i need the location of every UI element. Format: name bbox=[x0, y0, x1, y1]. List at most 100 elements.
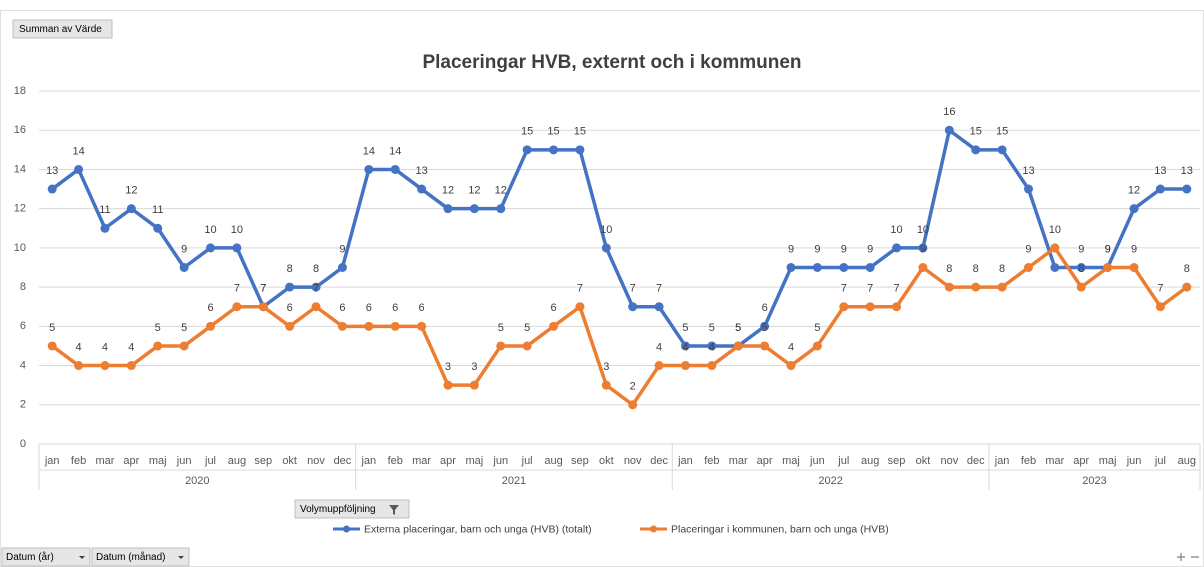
marker bbox=[285, 321, 295, 331]
legend-field-button[interactable]: Volymuppföljning bbox=[294, 499, 410, 519]
data-label: 6 bbox=[339, 302, 345, 314]
data-label: 13 bbox=[415, 165, 427, 177]
marker bbox=[100, 223, 110, 233]
marker bbox=[74, 361, 84, 371]
data-label: 10 bbox=[231, 224, 243, 236]
axis-field-button[interactable]: Datum (månad) bbox=[91, 547, 190, 567]
marker bbox=[364, 164, 374, 174]
axis-field-button[interactable]: Datum (år) bbox=[1, 547, 91, 567]
marker bbox=[417, 184, 427, 194]
data-label: 5 bbox=[735, 322, 741, 334]
marker bbox=[74, 164, 84, 174]
value-field-button[interactable]: Summan av Värde bbox=[12, 19, 113, 39]
data-label: 5 bbox=[735, 322, 741, 334]
x-tick-label: dec bbox=[967, 455, 985, 467]
x-tick-label: jun bbox=[492, 455, 508, 467]
data-label: 7 bbox=[260, 283, 266, 295]
data-label: 4 bbox=[76, 341, 82, 353]
data-label: 5 bbox=[709, 322, 715, 334]
x-tick-label: mar bbox=[1045, 455, 1064, 467]
x-tick-label: jan bbox=[677, 455, 693, 467]
x-tick-label: jun bbox=[1126, 455, 1142, 467]
marker bbox=[944, 125, 954, 135]
data-label: 9 bbox=[920, 243, 926, 255]
x-tick-label: jul bbox=[521, 455, 533, 467]
marker bbox=[1023, 184, 1033, 194]
button-label: Summan av Värde bbox=[19, 24, 102, 35]
x-tick-label: feb bbox=[1021, 455, 1036, 467]
data-label: 3 bbox=[603, 361, 609, 373]
x-tick-label: aug bbox=[1178, 455, 1196, 467]
marker bbox=[311, 302, 321, 312]
marker bbox=[522, 145, 532, 155]
data-label: 7 bbox=[893, 283, 899, 295]
marker bbox=[918, 263, 928, 272]
expand-collapse[interactable] bbox=[1177, 553, 1199, 561]
plus-minus-icon bbox=[1177, 553, 1199, 561]
marker bbox=[839, 263, 849, 272]
x-tick-label: aug bbox=[544, 455, 562, 467]
marker bbox=[364, 321, 374, 331]
marker bbox=[865, 263, 875, 272]
y-tick-label: 4 bbox=[20, 359, 26, 371]
data-label: 9 bbox=[339, 243, 345, 255]
data-label: 6 bbox=[366, 302, 372, 314]
data-label: 2 bbox=[630, 381, 636, 393]
marker bbox=[100, 361, 110, 371]
marker bbox=[47, 184, 57, 194]
data-label: 12 bbox=[495, 185, 507, 197]
x-tick-label: apr bbox=[440, 455, 456, 467]
data-label: 13 bbox=[1022, 165, 1034, 177]
marker bbox=[997, 282, 1007, 292]
x-tick-label: mar bbox=[412, 455, 431, 467]
marker bbox=[628, 302, 638, 312]
x-tick-label: aug bbox=[228, 455, 246, 467]
y-tick-label: 6 bbox=[20, 320, 26, 332]
filter-icon bbox=[389, 505, 399, 515]
marker bbox=[1129, 263, 1139, 272]
button-label: Volymuppföljning bbox=[300, 504, 376, 515]
legend-marker bbox=[650, 525, 657, 533]
data-label: 6 bbox=[392, 302, 398, 314]
data-label: 3 bbox=[445, 361, 451, 373]
marker bbox=[707, 341, 717, 351]
x-tick-label: maj bbox=[782, 455, 800, 467]
data-label: 9 bbox=[181, 243, 187, 255]
marker bbox=[601, 380, 611, 390]
data-label: 4 bbox=[709, 341, 715, 353]
marker bbox=[575, 145, 585, 155]
x-group-label: 2020 bbox=[185, 475, 209, 487]
marker bbox=[892, 302, 902, 312]
marker bbox=[311, 282, 321, 292]
data-label: 3 bbox=[471, 361, 477, 373]
marker bbox=[469, 204, 479, 214]
marker bbox=[760, 321, 770, 331]
marker bbox=[337, 263, 347, 272]
data-label: 14 bbox=[389, 145, 401, 157]
data-label: 8 bbox=[313, 263, 319, 275]
data-label: 7 bbox=[234, 283, 240, 295]
x-tick-label: jun bbox=[176, 455, 192, 467]
x-tick-label: jul bbox=[1154, 455, 1166, 467]
marker bbox=[812, 263, 822, 272]
data-label: 15 bbox=[521, 126, 533, 138]
x-tick-label: feb bbox=[71, 455, 86, 467]
data-label: 8 bbox=[1184, 263, 1190, 275]
data-label: 6 bbox=[287, 302, 293, 314]
marker bbox=[1155, 302, 1165, 312]
data-label: 5 bbox=[682, 322, 688, 334]
y-tick-label: 12 bbox=[14, 203, 26, 215]
marker bbox=[153, 223, 163, 233]
marker bbox=[971, 145, 981, 155]
button-bg bbox=[91, 547, 190, 567]
marker bbox=[337, 321, 347, 331]
data-label: 12 bbox=[1128, 185, 1140, 197]
data-label: 7 bbox=[656, 283, 662, 295]
marker bbox=[997, 145, 1007, 155]
marker bbox=[469, 380, 479, 390]
marker bbox=[390, 321, 400, 331]
x-tick-label: dec bbox=[334, 455, 352, 467]
marker bbox=[707, 361, 717, 371]
marker bbox=[1076, 263, 1086, 272]
x-tick-label: okt bbox=[916, 455, 931, 467]
